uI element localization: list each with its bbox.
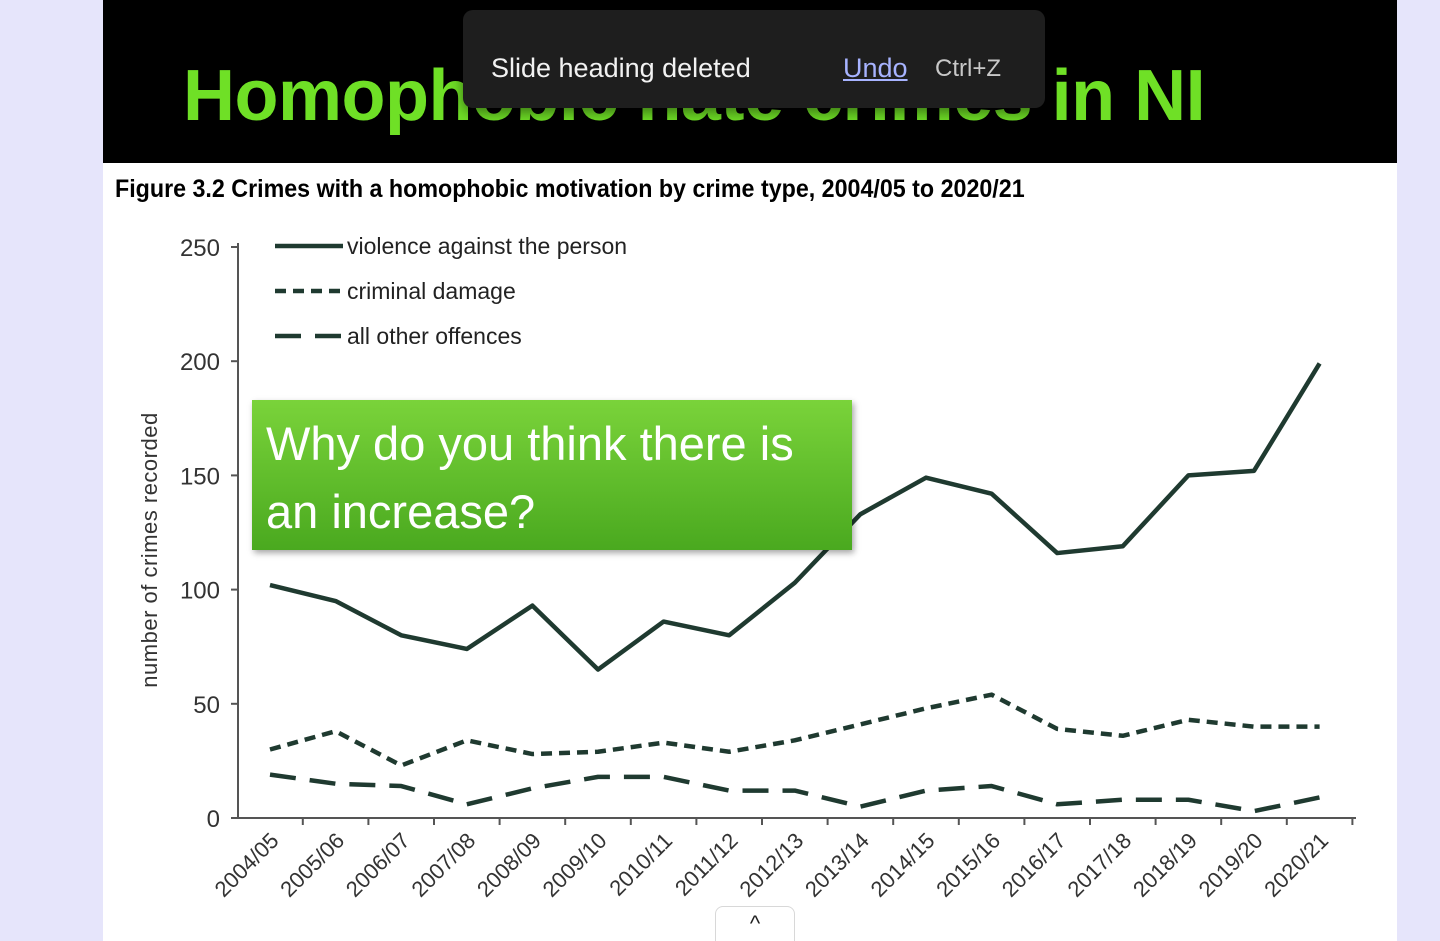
x-tick-label: 2006/07 [341, 828, 415, 902]
legend-label: all other offences [347, 323, 522, 349]
x-tick-label: 2018/19 [1128, 828, 1202, 902]
series-line-2 [269, 692, 1320, 768]
x-tick-label: 2017/18 [1062, 828, 1136, 902]
undo-toast: Slide heading deleted Undo Ctrl+Z [463, 10, 1045, 108]
x-tick-label: 2016/17 [997, 828, 1071, 902]
legend-label: criminal damage [347, 278, 516, 304]
line-chart: 0 50 100 150 200 250 number of crimes recorded… [137, 233, 1356, 902]
x-tick-label: 2005/06 [275, 828, 349, 902]
legend-label: violence against the person [347, 233, 627, 259]
x-tick-label: 2013/14 [800, 828, 874, 902]
y-tick-label: 150 [180, 463, 220, 490]
x-tick-label: 2010/11 [604, 828, 677, 901]
x-tick-label: 2011/12 [670, 828, 743, 901]
scroll-up-button[interactable]: ^ [715, 906, 795, 941]
y-tick-label: 100 [180, 578, 220, 605]
x-tick-label: 2008/09 [472, 828, 546, 902]
callout-text: Why do you think there is an increase? [266, 417, 794, 538]
callout-box[interactable]: Why do you think there is an increase? [252, 400, 852, 550]
toast-message: Slide heading deleted [491, 53, 751, 83]
slide: Homophobic hate crimes in NI Figure 3.2 … [103, 0, 1397, 941]
y-axis-label: number of crimes recorded [137, 412, 162, 687]
x-tick-label: 2009/10 [538, 828, 612, 902]
y-tick-label: 50 [193, 692, 220, 719]
x-tick-label: 2019/20 [1194, 828, 1268, 902]
series-line-1 [269, 362, 1322, 672]
undo-link[interactable]: Undo [843, 53, 908, 83]
y-tick-label: 200 [180, 349, 220, 376]
x-tick-label: 2012/13 [734, 828, 808, 902]
y-tick-label: 0 [207, 806, 220, 833]
x-tick-label: 2015/16 [931, 828, 1005, 902]
x-tick-label: 2014/15 [866, 828, 940, 902]
y-tick-label: 250 [180, 235, 220, 262]
series-line-3 [269, 772, 1321, 814]
chevron-up-icon: ^ [749, 911, 761, 936]
x-tick-label: 2007/08 [406, 828, 480, 902]
x-tick-label: 2004/05 [210, 828, 284, 902]
figure-caption: Figure 3.2 Crimes with a homophobic moti… [115, 175, 1025, 203]
x-tick-label: 2020/21 [1259, 828, 1333, 902]
undo-shortcut-hint: Ctrl+Z [935, 55, 1001, 82]
